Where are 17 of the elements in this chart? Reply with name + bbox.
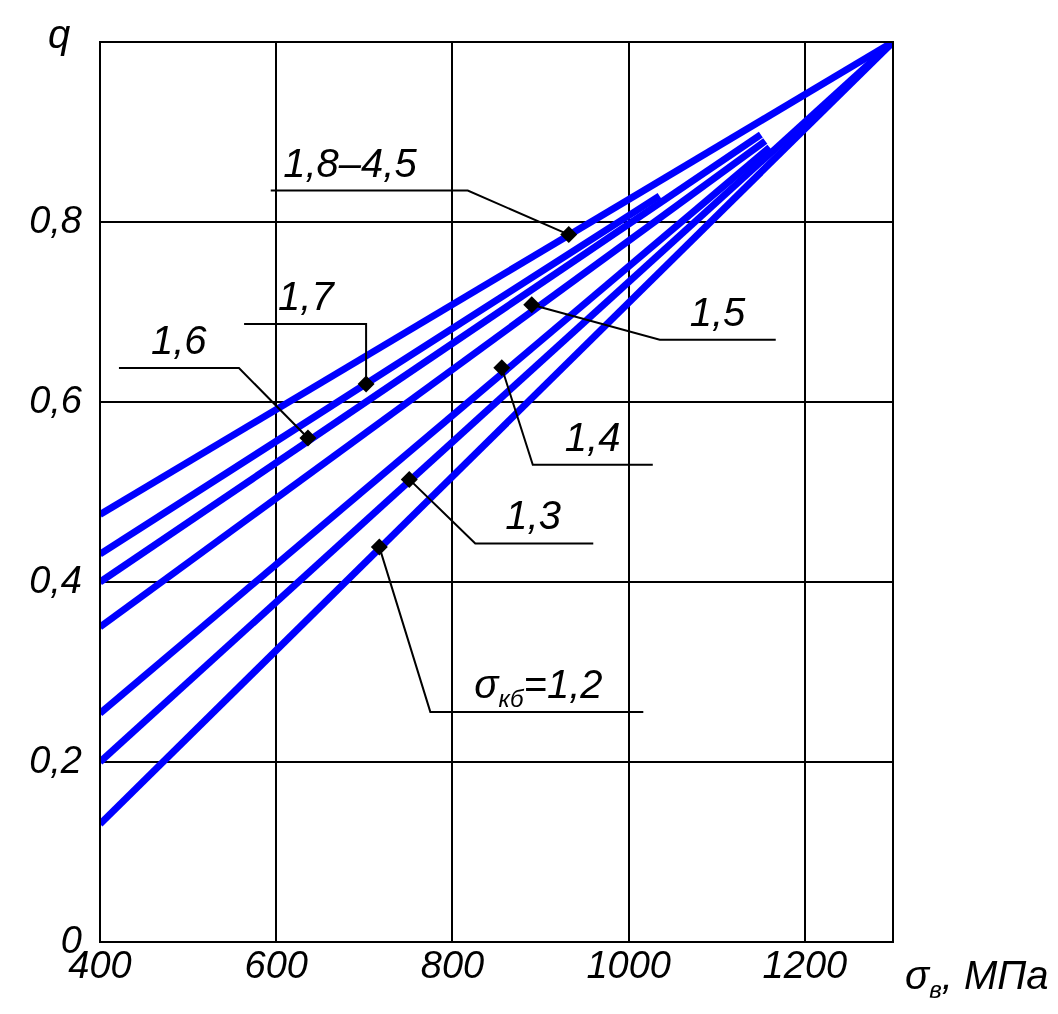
x-tick-label: 800 — [420, 944, 485, 987]
y-axis-title: q — [48, 12, 71, 56]
y-tick-label: 0,8 — [29, 198, 82, 241]
x-tick-label: 600 — [244, 944, 308, 987]
annotation: 1,6 — [150, 318, 207, 362]
annotation: 1,4 — [564, 414, 621, 459]
annotation: σ$_{кб}$=1,2 — [474, 661, 603, 712]
y-tick-label: 0,2 — [29, 738, 82, 781]
y-tick-label: 0,4 — [29, 558, 82, 601]
annotation: 1,3 — [505, 493, 561, 538]
annotation: 1,5 — [689, 289, 746, 334]
x-tick-label: 1000 — [586, 944, 671, 987]
x-axis-title: σ$_{в}$, МПа — [905, 953, 1049, 1003]
annotation: 1,7 — [278, 274, 334, 318]
x-tick-label: 1200 — [762, 944, 848, 987]
y-tick-label: 0,6 — [29, 378, 83, 421]
annotation: 1,8–4,5 — [283, 140, 417, 185]
